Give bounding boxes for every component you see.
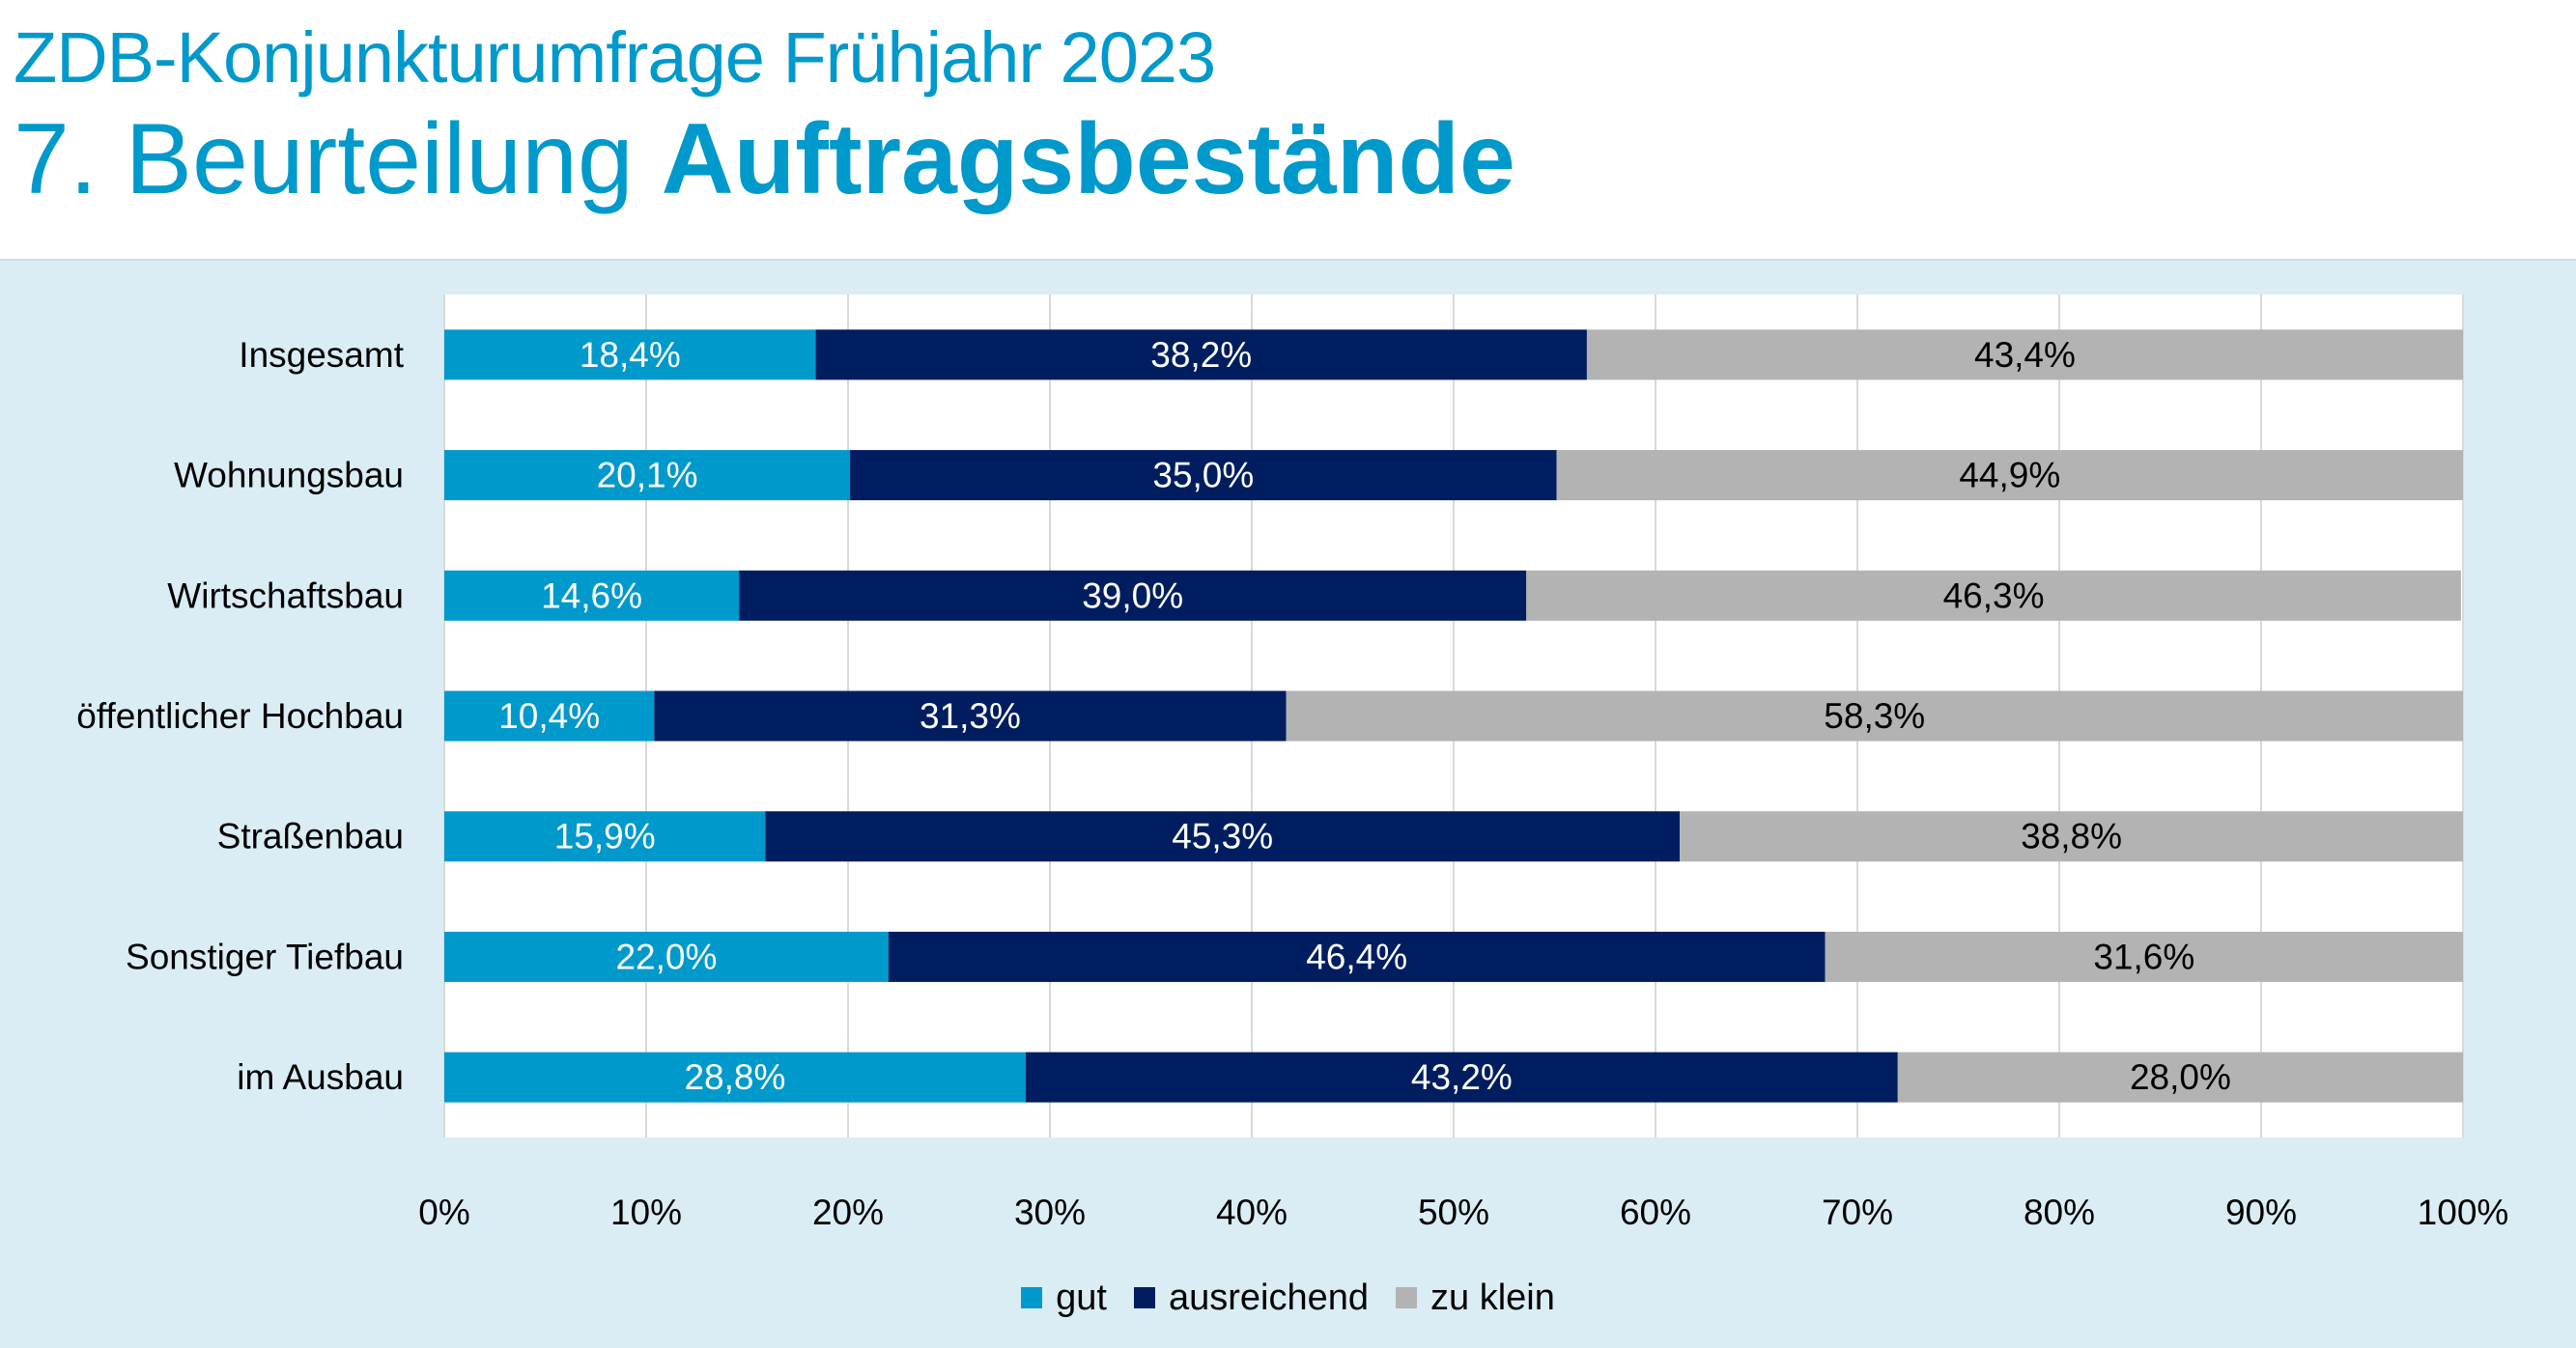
data-label: 43,2% — [1411, 1057, 1513, 1097]
legend-label: zu klein — [1430, 1277, 1555, 1318]
legend-swatch — [1396, 1287, 1418, 1308]
x-tick-label: 10% — [610, 1193, 682, 1232]
data-label: 38,2% — [1150, 335, 1252, 375]
bar-segment — [1025, 1052, 1898, 1103]
bar-segment — [444, 329, 816, 380]
bar-segment — [444, 570, 740, 621]
x-tick-label: 100% — [2418, 1193, 2509, 1232]
category-label: Sonstiger Tiefbau — [126, 937, 404, 976]
bar-segment — [444, 690, 655, 742]
bar-segment — [1286, 690, 2463, 742]
header: ZDB-Konjunkturumfrage Frühjahr 2023 7. B… — [0, 0, 2576, 259]
category-label: im Ausbau — [237, 1057, 404, 1097]
legend-item: gut — [1021, 1278, 1107, 1319]
bar-segment — [444, 811, 766, 862]
data-label: 10,4% — [498, 696, 600, 736]
data-label: 39,0% — [1082, 576, 1183, 615]
bar-segment — [1556, 450, 2463, 501]
legend: gut ausreichend zu klein — [0, 1277, 2576, 1319]
x-tick-labels: 0% 10% 20% 30% 40% 50% 60% 70% 80% 90% 100% — [418, 1193, 2508, 1232]
bar-segment — [1526, 570, 2461, 621]
bar-segment — [444, 931, 889, 982]
bar-segment — [1586, 329, 2463, 380]
data-label: 38,8% — [2021, 817, 2122, 857]
category-label: Straßenbau — [217, 817, 404, 857]
bar-segment — [765, 811, 1681, 862]
x-tick-label: 70% — [1822, 1193, 1893, 1232]
x-tick-label: 20% — [812, 1193, 884, 1232]
x-tick-label: 40% — [1216, 1193, 1288, 1232]
category-label: Wohnungsbau — [174, 456, 404, 495]
bar-segment — [654, 690, 1287, 742]
x-tick-label: 0% — [418, 1193, 469, 1232]
bar-segment — [888, 931, 1826, 982]
data-label: 45,3% — [1172, 817, 1273, 857]
data-label: 31,3% — [920, 696, 1021, 736]
x-tick-label: 50% — [1418, 1193, 1489, 1232]
category-label: öffentlicher Hochbau — [76, 696, 404, 736]
data-label: 20,1% — [597, 456, 698, 495]
data-label: 31,6% — [2093, 937, 2194, 976]
chart-title-bold: Auftragsbestände — [661, 103, 1515, 215]
legend-item: zu klein — [1396, 1278, 1555, 1319]
bar-segment — [444, 450, 851, 501]
survey-title: ZDB-Konjunkturumfrage Frühjahr 2023 — [14, 17, 1216, 98]
legend-item: ausreichend — [1133, 1277, 1370, 1319]
x-tick-label: 90% — [2225, 1193, 2297, 1232]
bar-segment — [444, 1052, 1026, 1103]
x-tick-label: 30% — [1014, 1193, 1086, 1232]
category-label: Wirtschaftsbau — [167, 576, 404, 615]
x-tick-label: 80% — [2024, 1193, 2095, 1232]
data-label: 44,9% — [1959, 456, 2060, 495]
data-label: 15,9% — [554, 817, 656, 857]
legend-label: ausreichend — [1168, 1277, 1370, 1318]
data-label: 58,3% — [1824, 696, 1925, 736]
data-label: 28,8% — [684, 1057, 785, 1097]
data-label: 28,0% — [2130, 1057, 2231, 1097]
data-label: 43,4% — [1974, 335, 2076, 375]
category-labels: Insgesamt Wohnungsbau Wirtschaftsbau öffent… — [76, 335, 404, 1097]
bar-segment — [815, 329, 1587, 380]
data-label: 35,0% — [1152, 456, 1254, 495]
bars: 18,4% 38,2% 43,4% 20,1% 35,0% 44,9% 14,6% 39,0%… — [444, 329, 2463, 1103]
data-label: 18,4% — [580, 335, 681, 375]
data-label: 46,4% — [1306, 937, 1407, 976]
bar-segment — [1680, 811, 2463, 862]
chart-title-prefix: 7. Beurteilung — [14, 103, 662, 215]
legend-swatch — [1021, 1287, 1043, 1308]
legend-label: gut — [1056, 1277, 1107, 1318]
bar-segment — [850, 450, 1557, 501]
bar-segment — [739, 570, 1527, 621]
bar-segment — [1897, 1052, 2463, 1103]
bar-segment — [1825, 931, 2463, 982]
data-label: 46,3% — [1943, 576, 2045, 615]
legend-swatch — [1133, 1287, 1155, 1308]
chart-title: 7. Beurteilung Auftragsbestände — [14, 97, 1515, 222]
data-label: 14,6% — [541, 576, 642, 615]
category-label: Insgesamt — [239, 335, 404, 375]
x-tick-label: 60% — [1620, 1193, 1691, 1232]
data-label: 22,0% — [615, 937, 717, 976]
